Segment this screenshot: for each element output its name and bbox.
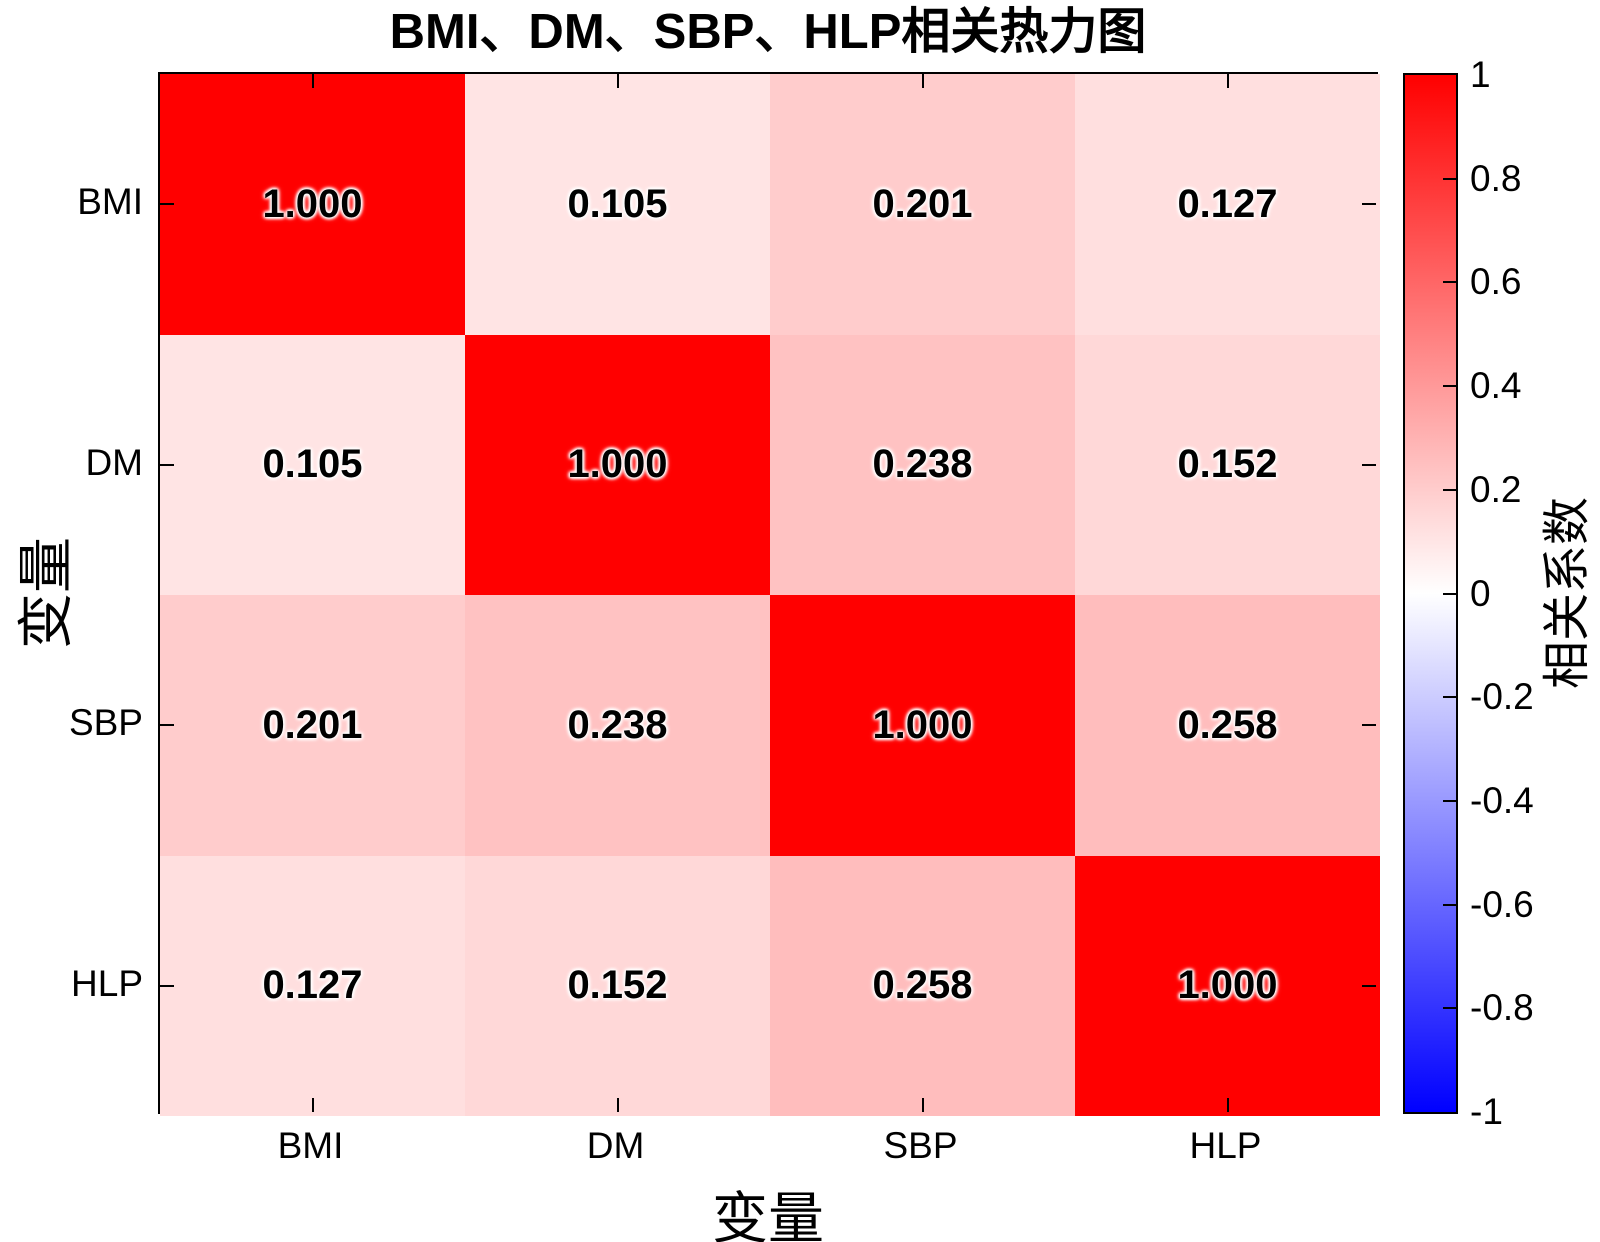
colorbar-tick-label: -0.4	[1470, 779, 1534, 821]
colorbar-tick-label: -0.2	[1470, 676, 1534, 718]
y-tick-mark	[160, 463, 174, 466]
heatmap-cell-DM-HLP: 0.152	[1075, 334, 1380, 595]
x-tick-mark	[1226, 1098, 1229, 1112]
colorbar-tick-mark	[1443, 385, 1456, 388]
colorbar-tick-mark	[1443, 903, 1456, 906]
colorbar-tick-mark	[1443, 1007, 1456, 1010]
heatmap-cell-SBP-BMI: 0.201	[160, 595, 465, 856]
heatmap-cell-DM-DM: 1.000	[465, 334, 770, 595]
y-tick-mark	[160, 203, 174, 206]
x-tick-label: DM	[586, 1125, 645, 1166]
y-tick-mark	[160, 724, 174, 727]
x-axis-title: 变量	[712, 1187, 824, 1242]
colorbar-tick-label: -1	[1470, 1091, 1503, 1132]
heatmap-cell-HLP-HLP: 1.000	[1075, 855, 1380, 1116]
heatmap-cell-DM-BMI: 0.105	[160, 334, 465, 595]
y-tick-mark	[1362, 463, 1376, 466]
y-tick-mark	[1362, 724, 1376, 727]
colorbar-tick-mark	[1443, 177, 1456, 180]
heatmap-cell-BMI-BMI: 1.000	[160, 74, 465, 335]
x-tick-mark	[616, 1098, 619, 1112]
y-tick-mark	[1362, 203, 1376, 206]
x-tick-mark	[921, 74, 924, 88]
colorbar-tick-label: 0.4	[1470, 365, 1522, 407]
heatmap-cell-HLP-BMI: 0.127	[160, 855, 465, 1116]
colorbar-tick-label: 1	[1470, 54, 1491, 95]
colorbar-tick-mark	[1443, 488, 1456, 491]
x-tick-mark	[921, 1098, 924, 1112]
colorbar	[1403, 73, 1458, 1114]
x-tick-mark	[1226, 74, 1229, 88]
colorbar-tick-label: 0.2	[1470, 468, 1522, 510]
heatmap-plot-area: 1.000 0.105 0.201 0.127 0.105 1.000 0.238 0.152…	[158, 72, 1380, 1116]
colorbar-tick-label: 0.8	[1470, 157, 1522, 199]
y-tick-mark	[1362, 984, 1376, 987]
heatmap-cell-SBP-HLP: 0.258	[1075, 595, 1380, 856]
x-tick-mark	[616, 74, 619, 88]
colorbar-tick-mark	[1443, 799, 1456, 802]
heatmap-cell-HLP-SBP: 0.258	[770, 855, 1075, 1116]
colorbar-tick-mark	[1443, 281, 1456, 284]
x-tick-mark	[311, 74, 314, 88]
colorbar-tick-mark	[1443, 696, 1456, 699]
colorbar-tick-label: 0.6	[1470, 261, 1522, 303]
colorbar-tick-label: -0.6	[1470, 883, 1534, 925]
y-tick-label: HLP	[71, 962, 143, 1004]
y-tick-label: DM	[85, 441, 143, 483]
y-axis-title: 变量	[14, 537, 78, 649]
heatmap-cell-SBP-DM: 0.238	[465, 595, 770, 856]
colorbar-tick-mark	[1443, 592, 1456, 595]
heatmap-cell-BMI-DM: 0.105	[465, 74, 770, 335]
y-tick-label: SBP	[68, 702, 143, 744]
colorbar-tick-label: 0	[1470, 572, 1491, 614]
chart-title: BMI、DM、SBP、HLP相关热力图	[389, 5, 1147, 59]
heatmap-cell-DM-SBP: 0.238	[770, 334, 1075, 595]
x-tick-label: HLP	[1189, 1125, 1262, 1166]
heatmap-cell-SBP-SBP: 1.000	[770, 595, 1075, 856]
heatmap-cell-BMI-SBP: 0.201	[770, 74, 1075, 335]
x-tick-label: SBP	[883, 1125, 958, 1166]
x-tick-label: BMI	[277, 1125, 344, 1166]
heatmap-cell-HLP-DM: 0.152	[465, 855, 770, 1116]
heatmap-cell-BMI-HLP: 0.127	[1075, 74, 1380, 335]
x-tick-mark	[311, 1098, 314, 1112]
colorbar-tick-label: -0.8	[1470, 987, 1534, 1029]
y-tick-label: BMI	[77, 181, 143, 223]
y-tick-mark	[160, 984, 174, 987]
